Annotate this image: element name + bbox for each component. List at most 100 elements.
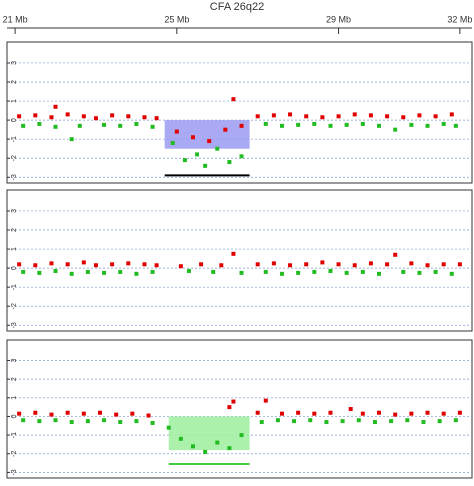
point <box>182 158 187 163</box>
point <box>174 129 179 134</box>
point <box>279 271 284 276</box>
point <box>102 270 107 275</box>
point <box>425 123 430 128</box>
panel <box>6 189 473 332</box>
point <box>191 444 195 449</box>
point <box>17 411 22 416</box>
point <box>239 123 244 128</box>
point <box>344 122 349 127</box>
point <box>372 420 377 425</box>
point <box>110 262 115 267</box>
point <box>85 269 90 274</box>
y-tick-label: 3 <box>11 358 18 362</box>
point <box>69 420 74 425</box>
point <box>441 411 446 416</box>
point <box>288 263 293 268</box>
point <box>348 407 353 411</box>
point <box>320 260 325 265</box>
point <box>255 262 260 267</box>
point <box>255 410 260 415</box>
point <box>227 405 232 410</box>
y-tick-label: -3 <box>11 469 18 475</box>
point <box>393 252 398 257</box>
point <box>203 163 208 168</box>
point <box>134 419 139 424</box>
point <box>53 268 58 273</box>
y-tick-label: 2 <box>11 377 18 381</box>
y-tick-label: -3 <box>11 174 18 180</box>
point <box>17 114 22 119</box>
y-tick-label: 2 <box>11 228 18 232</box>
y-tick-label: -2 <box>11 303 18 309</box>
point <box>77 123 82 128</box>
point <box>130 411 135 416</box>
point <box>279 411 284 416</box>
point <box>93 263 98 268</box>
point <box>118 420 123 425</box>
point <box>65 112 70 117</box>
point <box>409 411 414 416</box>
point <box>186 268 191 273</box>
point <box>360 411 365 416</box>
point <box>425 410 430 415</box>
y-tick-label: -1 <box>11 432 18 438</box>
point <box>255 114 260 119</box>
point <box>126 261 131 266</box>
point <box>150 269 155 274</box>
point <box>227 446 232 451</box>
point <box>409 261 414 266</box>
point <box>401 269 406 274</box>
point <box>37 419 42 424</box>
point <box>340 419 345 424</box>
point <box>449 112 454 117</box>
point <box>49 115 54 120</box>
point <box>336 262 341 267</box>
y-tick-label: 0 <box>11 414 18 418</box>
point <box>421 420 426 425</box>
point <box>37 121 42 126</box>
panel <box>6 339 473 479</box>
point <box>37 270 42 275</box>
point <box>324 420 329 425</box>
point <box>328 268 333 273</box>
point <box>437 419 442 424</box>
point <box>405 418 410 423</box>
point <box>393 127 398 132</box>
point <box>227 160 232 165</box>
point <box>231 251 236 256</box>
point <box>191 135 195 140</box>
point <box>401 115 406 120</box>
point <box>21 418 26 423</box>
point <box>239 154 244 159</box>
point <box>239 270 244 275</box>
point <box>142 115 147 120</box>
point <box>65 410 70 415</box>
point <box>178 436 183 441</box>
point <box>134 121 139 126</box>
point <box>154 263 159 268</box>
point <box>219 263 224 268</box>
point <box>409 122 414 127</box>
point <box>360 121 365 126</box>
point <box>207 139 212 144</box>
point <box>49 412 54 417</box>
point <box>312 121 317 126</box>
point <box>150 420 155 425</box>
point <box>304 114 309 119</box>
point <box>231 97 236 102</box>
point <box>102 122 107 127</box>
point <box>166 425 171 430</box>
point <box>118 123 123 128</box>
point <box>312 411 317 416</box>
point <box>441 121 446 126</box>
y-tick-label: -1 <box>11 284 18 290</box>
point <box>199 262 204 267</box>
point <box>69 137 74 142</box>
y-tick-label: 3 <box>11 61 18 65</box>
point <box>53 418 58 423</box>
point <box>231 399 236 404</box>
point <box>433 269 438 274</box>
region <box>164 120 250 149</box>
y-tick-label: 0 <box>11 118 18 122</box>
